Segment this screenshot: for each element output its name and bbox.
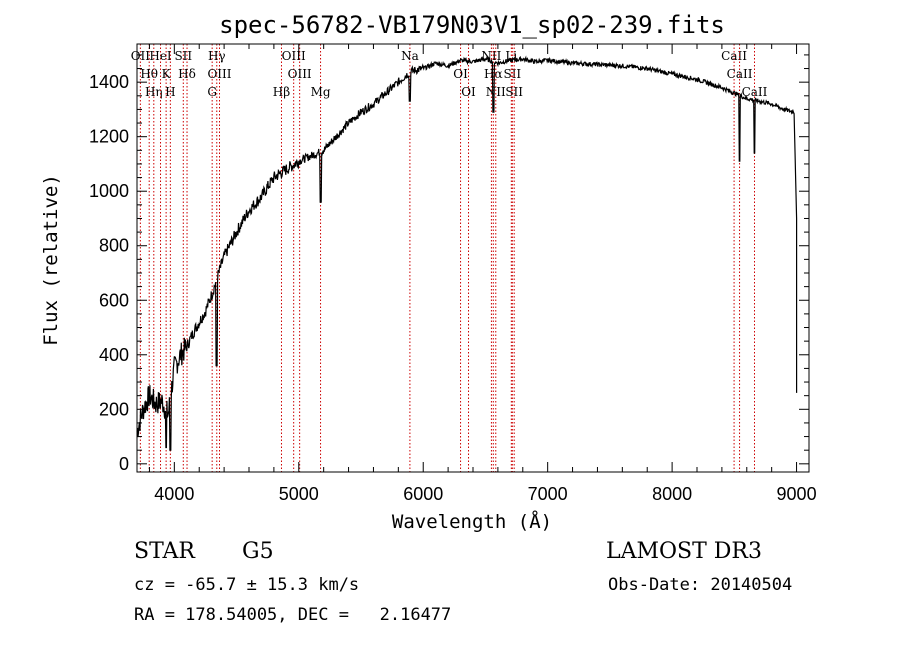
x-tick-label: 9000	[777, 484, 817, 504]
y-tick-label: 200	[99, 399, 129, 419]
x-tick-label: 5000	[279, 484, 319, 504]
y-tick-label: 0	[119, 454, 129, 474]
spectral-line-label: SII	[505, 85, 523, 99]
spectral-line-label: Hθ	[140, 67, 158, 81]
redshift-cz: cz = -65.7 ± 15.3 km/s	[134, 575, 360, 595]
x-tick-label: 8000	[652, 484, 692, 504]
spectral-line-label: Hδ	[178, 67, 196, 81]
spectral-line-label: Na	[401, 49, 419, 63]
spectral-line-label: CaII	[727, 67, 753, 81]
y-tick-label: 1000	[89, 181, 129, 201]
spectral-line-label: Li	[505, 49, 517, 63]
flux-series-line	[136, 55, 798, 451]
x-tick-label: 7000	[528, 484, 568, 504]
spectral-line-label: OIII	[288, 67, 312, 81]
spectral-line-label: CaII	[721, 49, 747, 63]
y-tick-label: 400	[99, 345, 129, 365]
spectral-line-label: SII	[174, 49, 192, 63]
object-subclass: G5	[242, 539, 274, 564]
axis-ticks: 4000 5000 6000 7000 8000 9000 0 200 400 600 800 100…	[89, 44, 817, 504]
observation-date: Obs-Date: 20140504	[608, 575, 793, 595]
x-tick-label: 6000	[403, 484, 443, 504]
coordinates: RA = 178.54005, DEC = 2.16477	[134, 605, 452, 625]
x-tick-label: 4000	[154, 484, 194, 504]
chart-title: spec-56782-VB179N03V1_sp02-239.fits	[219, 11, 725, 39]
y-tick-label: 1400	[89, 72, 129, 92]
spectral-line-label: K	[162, 67, 172, 81]
spectral-line-label: OI	[453, 67, 468, 81]
y-axis-label: Flux (relative)	[40, 174, 62, 346]
spectral-line-label: SII	[503, 67, 521, 81]
spectral-line-label: OIII	[282, 49, 306, 63]
spectral-line-label: OII	[131, 49, 151, 63]
x-axis-label: Wavelength (Å)	[392, 510, 552, 533]
spectral-line-label: HeI	[149, 49, 172, 63]
plot-frame	[136, 43, 810, 473]
spectral-line-label: Mg	[311, 85, 331, 99]
spectral-line-label: Hγ	[208, 49, 226, 63]
spectral-line-label: OIII	[207, 67, 231, 81]
spectral-line-label: Hη	[145, 85, 163, 99]
spectral-line-label: G	[207, 85, 217, 99]
y-tick-label: 600	[99, 290, 129, 310]
spectral-line-markers: OII Hθ Hη HeI KH SII Hδ G Hγ OIII Hβ OIII OIII Mg Na OI…	[131, 44, 768, 472]
spectral-line-label: Hβ	[273, 85, 290, 99]
y-tick-label: 800	[99, 236, 129, 256]
spectral-line-label: H	[165, 85, 175, 99]
survey-name: LAMOST DR3	[606, 539, 762, 564]
object-class: STAR	[134, 539, 195, 564]
spectral-line-label: OI	[461, 85, 476, 99]
spectral-line-label: NII	[486, 85, 506, 99]
y-tick-label: 1200	[89, 127, 129, 147]
spectral-line-label: Hα	[484, 67, 503, 81]
spectral-line-label: CaII	[742, 85, 768, 99]
